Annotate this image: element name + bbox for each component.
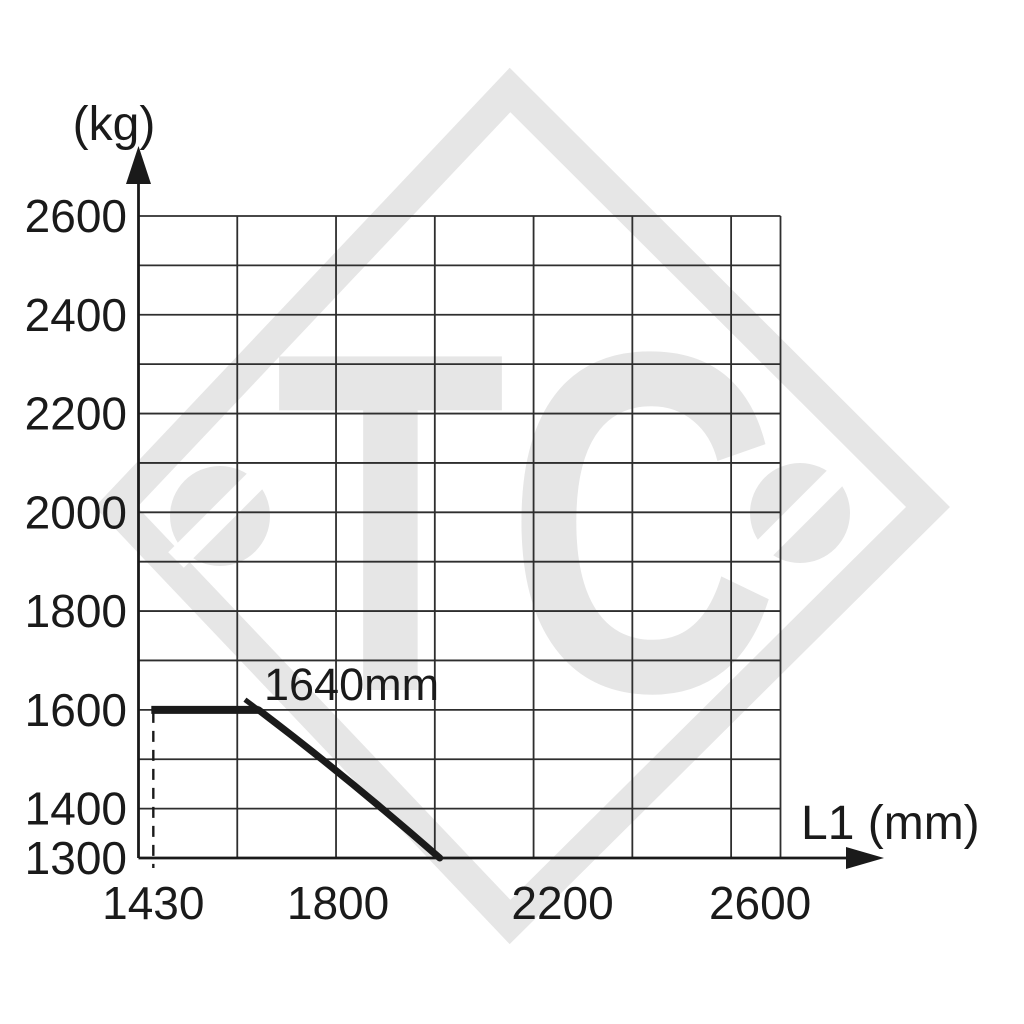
x-axis-arrow bbox=[846, 847, 884, 869]
y-tick-label-2600: 2600 bbox=[25, 190, 127, 242]
watermark-left-emblem bbox=[168, 464, 272, 568]
y-axis-unit-label: (kg) bbox=[73, 98, 156, 151]
y-tick-label-2200: 2200 bbox=[25, 388, 127, 440]
curve-descent-segment bbox=[255, 706, 444, 862]
tc-watermark: TC bbox=[94, 67, 950, 945]
x-tick-label-2200: 2200 bbox=[511, 877, 613, 929]
y-tick-label-1300: 1300 bbox=[25, 832, 127, 884]
y-tick-label-2000: 2000 bbox=[25, 486, 127, 538]
y-tick-label-1400: 1400 bbox=[25, 783, 127, 835]
grid-vertical-lines bbox=[236, 216, 782, 858]
y-tick-label-1600: 1600 bbox=[25, 684, 127, 736]
y-axis-arrow bbox=[126, 146, 151, 184]
left-emblem-slash bbox=[168, 464, 272, 568]
kink-tick-marker bbox=[243, 697, 265, 716]
watermark-diamond bbox=[94, 67, 950, 945]
watermark-right-emblem bbox=[748, 461, 852, 565]
curve-annotation: 1640mm bbox=[264, 659, 439, 710]
y-tick-label-1800: 1800 bbox=[25, 585, 127, 637]
x-tick-labels: 1430 1800 2200 2600 bbox=[102, 877, 811, 929]
watermark-letters: TC bbox=[275, 252, 779, 794]
axes bbox=[126, 146, 884, 869]
load-curve bbox=[151, 697, 444, 868]
x-tick-label-1800: 1800 bbox=[287, 877, 389, 929]
x-axis-unit-label: L1 (mm) bbox=[801, 797, 980, 850]
right-emblem-slash bbox=[748, 461, 852, 565]
x-tick-label-2600: 2600 bbox=[709, 877, 811, 929]
y-tick-label-2400: 2400 bbox=[25, 289, 127, 341]
x-tick-label-1430: 1430 bbox=[102, 877, 204, 929]
